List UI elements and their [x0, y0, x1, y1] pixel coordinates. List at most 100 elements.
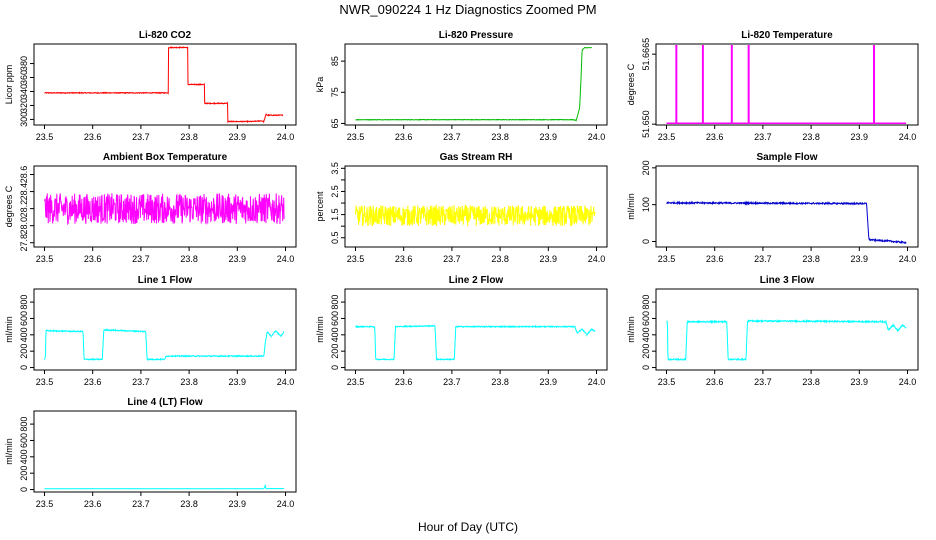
x-tick-label: 23.8 [802, 132, 820, 142]
x-tick-label: 23.5 [36, 377, 54, 387]
x-tick-label: 23.9 [229, 377, 247, 387]
panel-1: Li-820 CO2 23.5 23.6 23.7 23.8 23.9 24.0 300320… [4, 30, 297, 142]
y-tick-label: 28.6 [19, 166, 29, 184]
y-tick-label: 0 [19, 365, 29, 370]
y-tick-label: 380 [19, 56, 29, 71]
x-tick-label: 23.7 [754, 254, 772, 264]
y-tick-label: 200 [19, 344, 29, 359]
y-tick-label: 51.6665 [641, 38, 651, 71]
y-tick-label: 85 [330, 56, 340, 66]
x-tick-label: 23.5 [36, 132, 54, 142]
y-tick-label: 800 [330, 295, 340, 310]
series-line [354, 203, 596, 227]
y-axis-label: percent [315, 191, 325, 222]
x-tick-label: 23.6 [706, 254, 724, 264]
series-line [666, 44, 907, 125]
x-tick-label: 23.9 [851, 377, 869, 387]
x-tick-label: 23.7 [132, 377, 150, 387]
y-tick-label: 400 [330, 327, 340, 342]
series-line [43, 193, 285, 226]
x-tick-label: 23.5 [658, 254, 676, 264]
y-tick-label: 360 [19, 70, 29, 85]
x-tick-label: 23.9 [540, 254, 558, 264]
y-tick-label: 600 [19, 311, 29, 326]
x-tick-label: 23.5 [658, 132, 676, 142]
plot-frame [655, 288, 919, 371]
x-tick-label: 23.9 [851, 254, 869, 264]
x-tick-label: 23.9 [540, 132, 558, 142]
y-tick-label: 0 [641, 365, 651, 370]
x-tick-label: 23.9 [229, 499, 247, 509]
y-tick-label: 200 [330, 344, 340, 359]
x-tick-label: 23.8 [180, 499, 198, 509]
x-tick-label: 23.7 [132, 499, 150, 509]
panel-8: Line 2 Flow 23.5 23.6 23.7 23.8 23.9 24.0 0 200 4… [315, 275, 608, 387]
panel-4: Ambient Box Temperature 23.5 23.6 23.7 23.8 2… [4, 152, 297, 264]
y-tick-label: 0 [641, 239, 651, 244]
x-tick-label: 23.7 [443, 377, 461, 387]
y-tick-label: 600 [641, 311, 651, 326]
x-tick-label: 24.0 [588, 132, 606, 142]
x-tick-label: 23.8 [802, 254, 820, 264]
x-tick-label: 23.9 [229, 254, 247, 264]
x-tick-label: 23.9 [229, 132, 247, 142]
x-tick-label: 23.5 [658, 377, 676, 387]
y-tick-label: 28.2 [19, 200, 29, 218]
figure-title: NWR_090224 1 Hz Diagnostics Zoomed PM [339, 2, 596, 17]
x-tick-label: 23.9 [540, 377, 558, 387]
y-tick-label: 600 [19, 433, 29, 448]
y-tick-label: 200 [641, 160, 651, 175]
series-line [355, 47, 592, 122]
x-tick-label: 24.0 [588, 254, 606, 264]
y-tick-label: 27.8 [19, 234, 29, 252]
panel-grid: Li-820 CO2 23.5 23.6 23.7 23.8 23.9 24.0 300320… [4, 30, 919, 509]
y-axis-label: kPa [315, 77, 325, 93]
y-tick-label: 800 [19, 417, 29, 432]
x-tick-label: 23.7 [754, 132, 772, 142]
y-tick-label: 0 [19, 487, 29, 492]
x-tick-label: 23.6 [706, 132, 724, 142]
x-tick-label: 23.8 [491, 132, 509, 142]
plot-frame [33, 165, 297, 248]
panel-title: Li-820 Pressure [439, 30, 514, 41]
panel-title: Li-820 CO2 [139, 30, 192, 41]
panel-10: Line 4 (LT) Flow 23.5 23.6 23.7 23.8 23.9 24.0… [4, 397, 297, 509]
x-tick-label: 23.8 [180, 132, 198, 142]
y-tick-label: 320 [19, 98, 29, 113]
x-tick-label: 23.6 [395, 254, 413, 264]
plot-frame [655, 43, 919, 126]
x-tick-label: 24.0 [277, 132, 295, 142]
x-tick-label: 23.9 [851, 132, 869, 142]
y-tick-label: 1.5 [330, 208, 340, 221]
y-tick-label: 400 [19, 449, 29, 464]
panel-title: Line 4 (LT) Flow [127, 397, 203, 408]
panel-title: Line 1 Flow [138, 275, 193, 286]
x-tick-label: 24.0 [277, 377, 295, 387]
y-tick-label: 28.0 [19, 217, 29, 235]
x-tick-label: 23.6 [706, 377, 724, 387]
y-tick-label: 800 [641, 295, 651, 310]
x-tick-label: 23.7 [132, 132, 150, 142]
x-tick-label: 23.7 [443, 254, 461, 264]
x-tick-label: 23.8 [802, 377, 820, 387]
x-tick-label: 23.5 [347, 377, 365, 387]
y-axis-label: ml/min [626, 316, 636, 343]
y-axis-label: degrees C [4, 185, 14, 227]
x-tick-label: 23.8 [180, 254, 198, 264]
series-line [44, 483, 285, 490]
panel-title: Ambient Box Temperature [103, 152, 228, 163]
y-tick-label: 600 [330, 311, 340, 326]
y-tick-label: 28.4 [19, 183, 29, 201]
x-tick-label: 23.8 [491, 377, 509, 387]
y-axis-label: ml/min [4, 438, 14, 465]
plot-frame [344, 165, 608, 248]
x-tick-label: 23.6 [84, 254, 102, 264]
y-axis-label: Licor ppm [4, 65, 14, 105]
x-tick-label: 24.0 [588, 377, 606, 387]
y-axis-label: degrees C [626, 63, 636, 105]
panel-title: Sample Flow [756, 152, 817, 163]
plot-frame [33, 288, 297, 371]
x-tick-label: 23.6 [84, 132, 102, 142]
x-tick-label: 24.0 [899, 132, 917, 142]
